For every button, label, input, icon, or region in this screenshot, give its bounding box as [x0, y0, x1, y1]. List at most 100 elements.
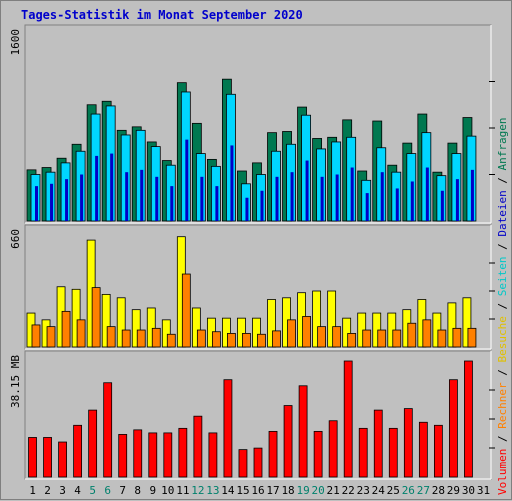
bar-seiten-28 — [440, 190, 444, 221]
legend-item-dateien: Dateien — [496, 190, 509, 236]
bar-volumen-12 — [193, 415, 203, 478]
bar-volumen-21 — [328, 420, 338, 478]
bar-besuche-7 — [116, 297, 126, 348]
bar-volumen-15 — [238, 449, 248, 478]
bar-seiten-9 — [155, 176, 159, 221]
bar-seiten-26 — [410, 181, 414, 221]
bar-rechner-28 — [437, 329, 447, 348]
bar-volumen-20 — [313, 430, 323, 478]
bar-seiten-11 — [185, 139, 189, 221]
bar-seiten-18 — [290, 172, 294, 221]
bar-rechner-22 — [347, 333, 357, 348]
bar-rechner-17 — [272, 330, 281, 348]
x-axis-labels: 1 2 3 4 5 6 7 8 9 10 11 12 13 14 15 16 17 18 19 20 21 22 23 24 2… — [29, 484, 490, 497]
bar-besuche-20 — [312, 290, 322, 348]
bar-seiten-20 — [320, 176, 324, 221]
bar-seiten-17 — [275, 176, 279, 221]
bar-rechner-4 — [76, 319, 86, 348]
x-tick-label: 21 — [327, 484, 340, 497]
bar-rechner-26 — [407, 322, 417, 348]
y-max-label: 38.15 MB — [9, 355, 22, 408]
bar-volumen-27 — [418, 421, 428, 478]
bar-besuche-21 — [327, 290, 337, 348]
bar-besuche-30 — [462, 297, 472, 348]
x-tick-label: 31 — [477, 484, 490, 497]
chart-title: Tages-Statistik im Monat September 2020 — [21, 8, 303, 22]
legend-item-volumen: Volumen — [496, 449, 509, 495]
x-tick-label: 12 — [191, 484, 204, 497]
x-tick-label: 15 — [236, 484, 249, 497]
bar-volumen-22 — [343, 360, 353, 478]
bar-rechner-8 — [136, 329, 146, 348]
legend-separator: / — [496, 170, 509, 190]
bar-volumen-8 — [133, 429, 143, 478]
legend-separator: / — [496, 237, 509, 257]
bar-besuche-22 — [342, 317, 352, 348]
bar-volumen-17 — [268, 430, 278, 478]
bar-seiten-24 — [380, 172, 384, 221]
x-tick-label: 28 — [432, 484, 445, 497]
x-tick-label: 10 — [161, 484, 174, 497]
bar-besuche-4 — [71, 288, 81, 348]
bar-rechner-7 — [121, 329, 131, 348]
bar-volumen-29 — [449, 379, 458, 478]
bar-volumen-30 — [464, 360, 473, 478]
bar-seiten-4 — [80, 174, 84, 221]
legend-item-seiten: Seiten — [496, 257, 509, 297]
bar-seiten-13 — [215, 186, 219, 221]
x-tick-label: 18 — [281, 484, 294, 497]
legend-item-besuche: Besuche — [496, 316, 509, 362]
x-tick-label: 5 — [89, 484, 96, 497]
y-max-label: 660 — [9, 229, 22, 249]
bar-seiten-10 — [170, 186, 174, 221]
bar-volumen-19 — [298, 385, 308, 478]
bar-rechner-25 — [392, 329, 402, 348]
bar-besuche-12 — [191, 307, 201, 348]
bar-seiten-19 — [305, 160, 309, 221]
bar-volumen-1 — [28, 437, 37, 478]
legend-text: Volumen / Rechner / Besuche / Seiten / D… — [496, 117, 509, 495]
x-tick-label: 4 — [74, 484, 81, 497]
panel-1: 1600 — [9, 24, 495, 224]
bar-seiten-16 — [260, 190, 264, 221]
bar-rechner-1 — [31, 324, 41, 348]
bar-besuche-8 — [131, 309, 141, 348]
bar-rechner-11 — [181, 273, 191, 348]
bar-besuche-16 — [252, 317, 261, 348]
x-tick-label: 24 — [372, 484, 386, 497]
bar-seiten-2 — [50, 183, 54, 221]
x-tick-label: 14 — [221, 484, 235, 497]
bar-volumen-13 — [208, 432, 218, 478]
bar-seiten-6 — [110, 153, 114, 221]
bar-rechner-5 — [91, 287, 101, 348]
x-tick-label: 19 — [296, 484, 309, 497]
bar-seiten-22 — [350, 167, 354, 221]
bar-besuche-10 — [161, 319, 171, 348]
bar-volumen-11 — [178, 427, 188, 478]
bar-rechner-6 — [106, 326, 116, 348]
x-tick-label: 26 — [402, 484, 415, 497]
bar-rechner-9 — [151, 327, 161, 348]
bar-seiten-12 — [200, 176, 204, 221]
x-tick-label: 23 — [357, 484, 370, 497]
bar-besuche-14 — [222, 317, 231, 348]
bar-besuche-9 — [146, 307, 156, 348]
bar-seiten-14 — [230, 145, 234, 221]
panel-2: 660 — [9, 224, 495, 350]
x-tick-label: 25 — [387, 484, 400, 497]
bar-volumen-7 — [118, 434, 128, 478]
bar-seiten-30 — [470, 169, 474, 221]
bar-seiten-7 — [125, 172, 129, 221]
bar-rechner-16 — [257, 333, 266, 348]
bar-rechner-20 — [317, 326, 327, 348]
bar-seiten-3 — [65, 179, 69, 221]
bar-besuche-6 — [101, 293, 111, 348]
bar-seiten-1 — [35, 186, 38, 221]
x-tick-label: 6 — [104, 484, 111, 497]
bar-rechner-14 — [227, 333, 236, 348]
legend-separator: / — [496, 429, 509, 449]
bar-volumen-14 — [223, 379, 233, 478]
bar-seiten-8 — [140, 169, 144, 221]
bar-volumen-18 — [283, 405, 293, 478]
